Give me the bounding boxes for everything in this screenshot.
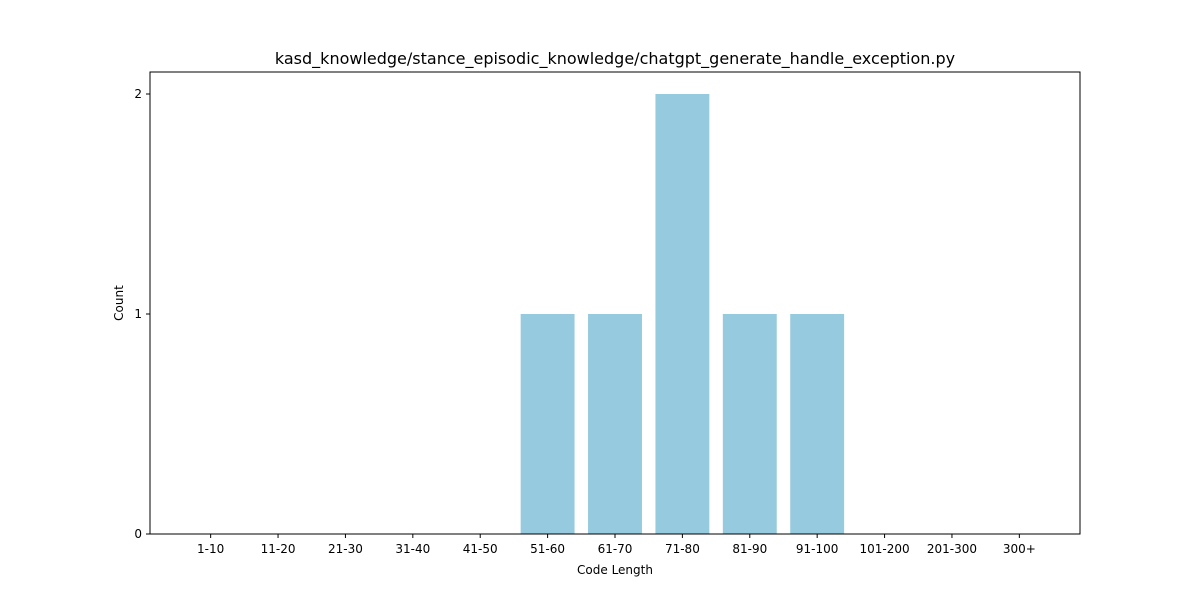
y-axis-label: Count <box>112 285 126 321</box>
x-tick-label: 71-80 <box>665 542 700 556</box>
x-tick-label: 1-10 <box>197 542 224 556</box>
x-tick-label: 101-200 <box>859 542 909 556</box>
x-axis-label: Code Length <box>577 563 653 577</box>
x-tick-label: 51-60 <box>530 542 565 556</box>
x-tick-label: 41-50 <box>463 542 498 556</box>
y-tick-label: 0 <box>134 527 142 541</box>
bar-71-80 <box>655 94 710 534</box>
bar-91-100 <box>790 314 845 534</box>
y-axis-ticks: 0 1 2 <box>134 87 150 541</box>
x-tick-label: 11-20 <box>261 542 296 556</box>
x-tick-label: 201-300 <box>927 542 977 556</box>
bars-group <box>520 94 845 534</box>
y-tick-label: 1 <box>134 307 142 321</box>
x-tick-label: 21-30 <box>328 542 363 556</box>
x-axis-ticks: 1-10 11-20 21-30 31-40 41-50 51-60 61-70 71-80 8… <box>197 534 1036 556</box>
chart-title: kasd_knowledge/stance_episodic_knowledge… <box>275 49 955 69</box>
x-tick-label: 91-100 <box>796 542 839 556</box>
bar-81-90 <box>722 314 777 534</box>
bar-61-70 <box>588 314 642 534</box>
bar-51-60 <box>520 314 575 534</box>
x-tick-label: 81-90 <box>732 542 767 556</box>
x-tick-label: 31-40 <box>395 542 430 556</box>
x-tick-label: 300+ <box>1003 542 1036 556</box>
y-tick-label: 2 <box>134 87 142 101</box>
x-tick-label: 61-70 <box>598 542 633 556</box>
